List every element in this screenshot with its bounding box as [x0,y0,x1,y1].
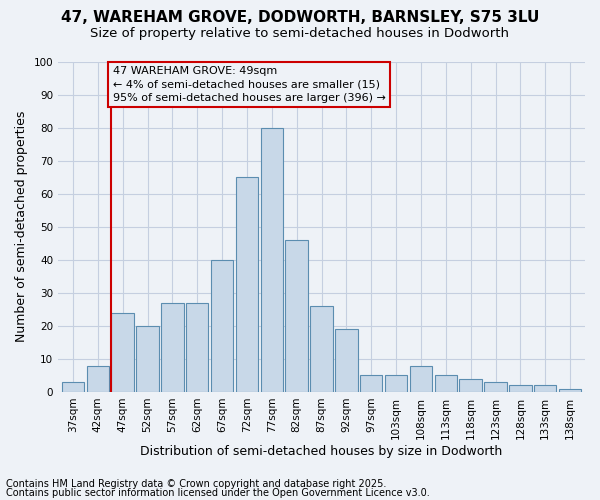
Bar [86,366,109,392]
Text: 47, WAREHAM GROVE, DODWORTH, BARNSLEY, S75 3LU: 47, WAREHAM GROVE, DODWORTH, BARNSLEY, S… [61,10,539,25]
Bar [335,329,358,392]
Bar [460,378,482,392]
Bar [385,376,407,392]
Bar [310,306,333,392]
Bar [112,312,134,392]
Text: 47 WAREHAM GROVE: 49sqm
← 4% of semi-detached houses are smaller (15)
95% of sem: 47 WAREHAM GROVE: 49sqm ← 4% of semi-det… [113,66,386,103]
Bar [62,382,84,392]
Bar [260,128,283,392]
Bar [559,388,581,392]
Bar [186,302,208,392]
Bar [484,382,507,392]
Text: Contains public sector information licensed under the Open Government Licence v3: Contains public sector information licen… [6,488,430,498]
Bar [534,386,556,392]
Bar [360,376,382,392]
Bar [410,366,432,392]
Bar [236,177,258,392]
X-axis label: Distribution of semi-detached houses by size in Dodworth: Distribution of semi-detached houses by … [140,444,503,458]
Bar [434,376,457,392]
Text: Contains HM Land Registry data © Crown copyright and database right 2025.: Contains HM Land Registry data © Crown c… [6,479,386,489]
Y-axis label: Number of semi-detached properties: Number of semi-detached properties [15,111,28,342]
Text: Size of property relative to semi-detached houses in Dodworth: Size of property relative to semi-detach… [91,28,509,40]
Bar [286,240,308,392]
Bar [211,260,233,392]
Bar [136,326,159,392]
Bar [509,386,532,392]
Bar [161,302,184,392]
